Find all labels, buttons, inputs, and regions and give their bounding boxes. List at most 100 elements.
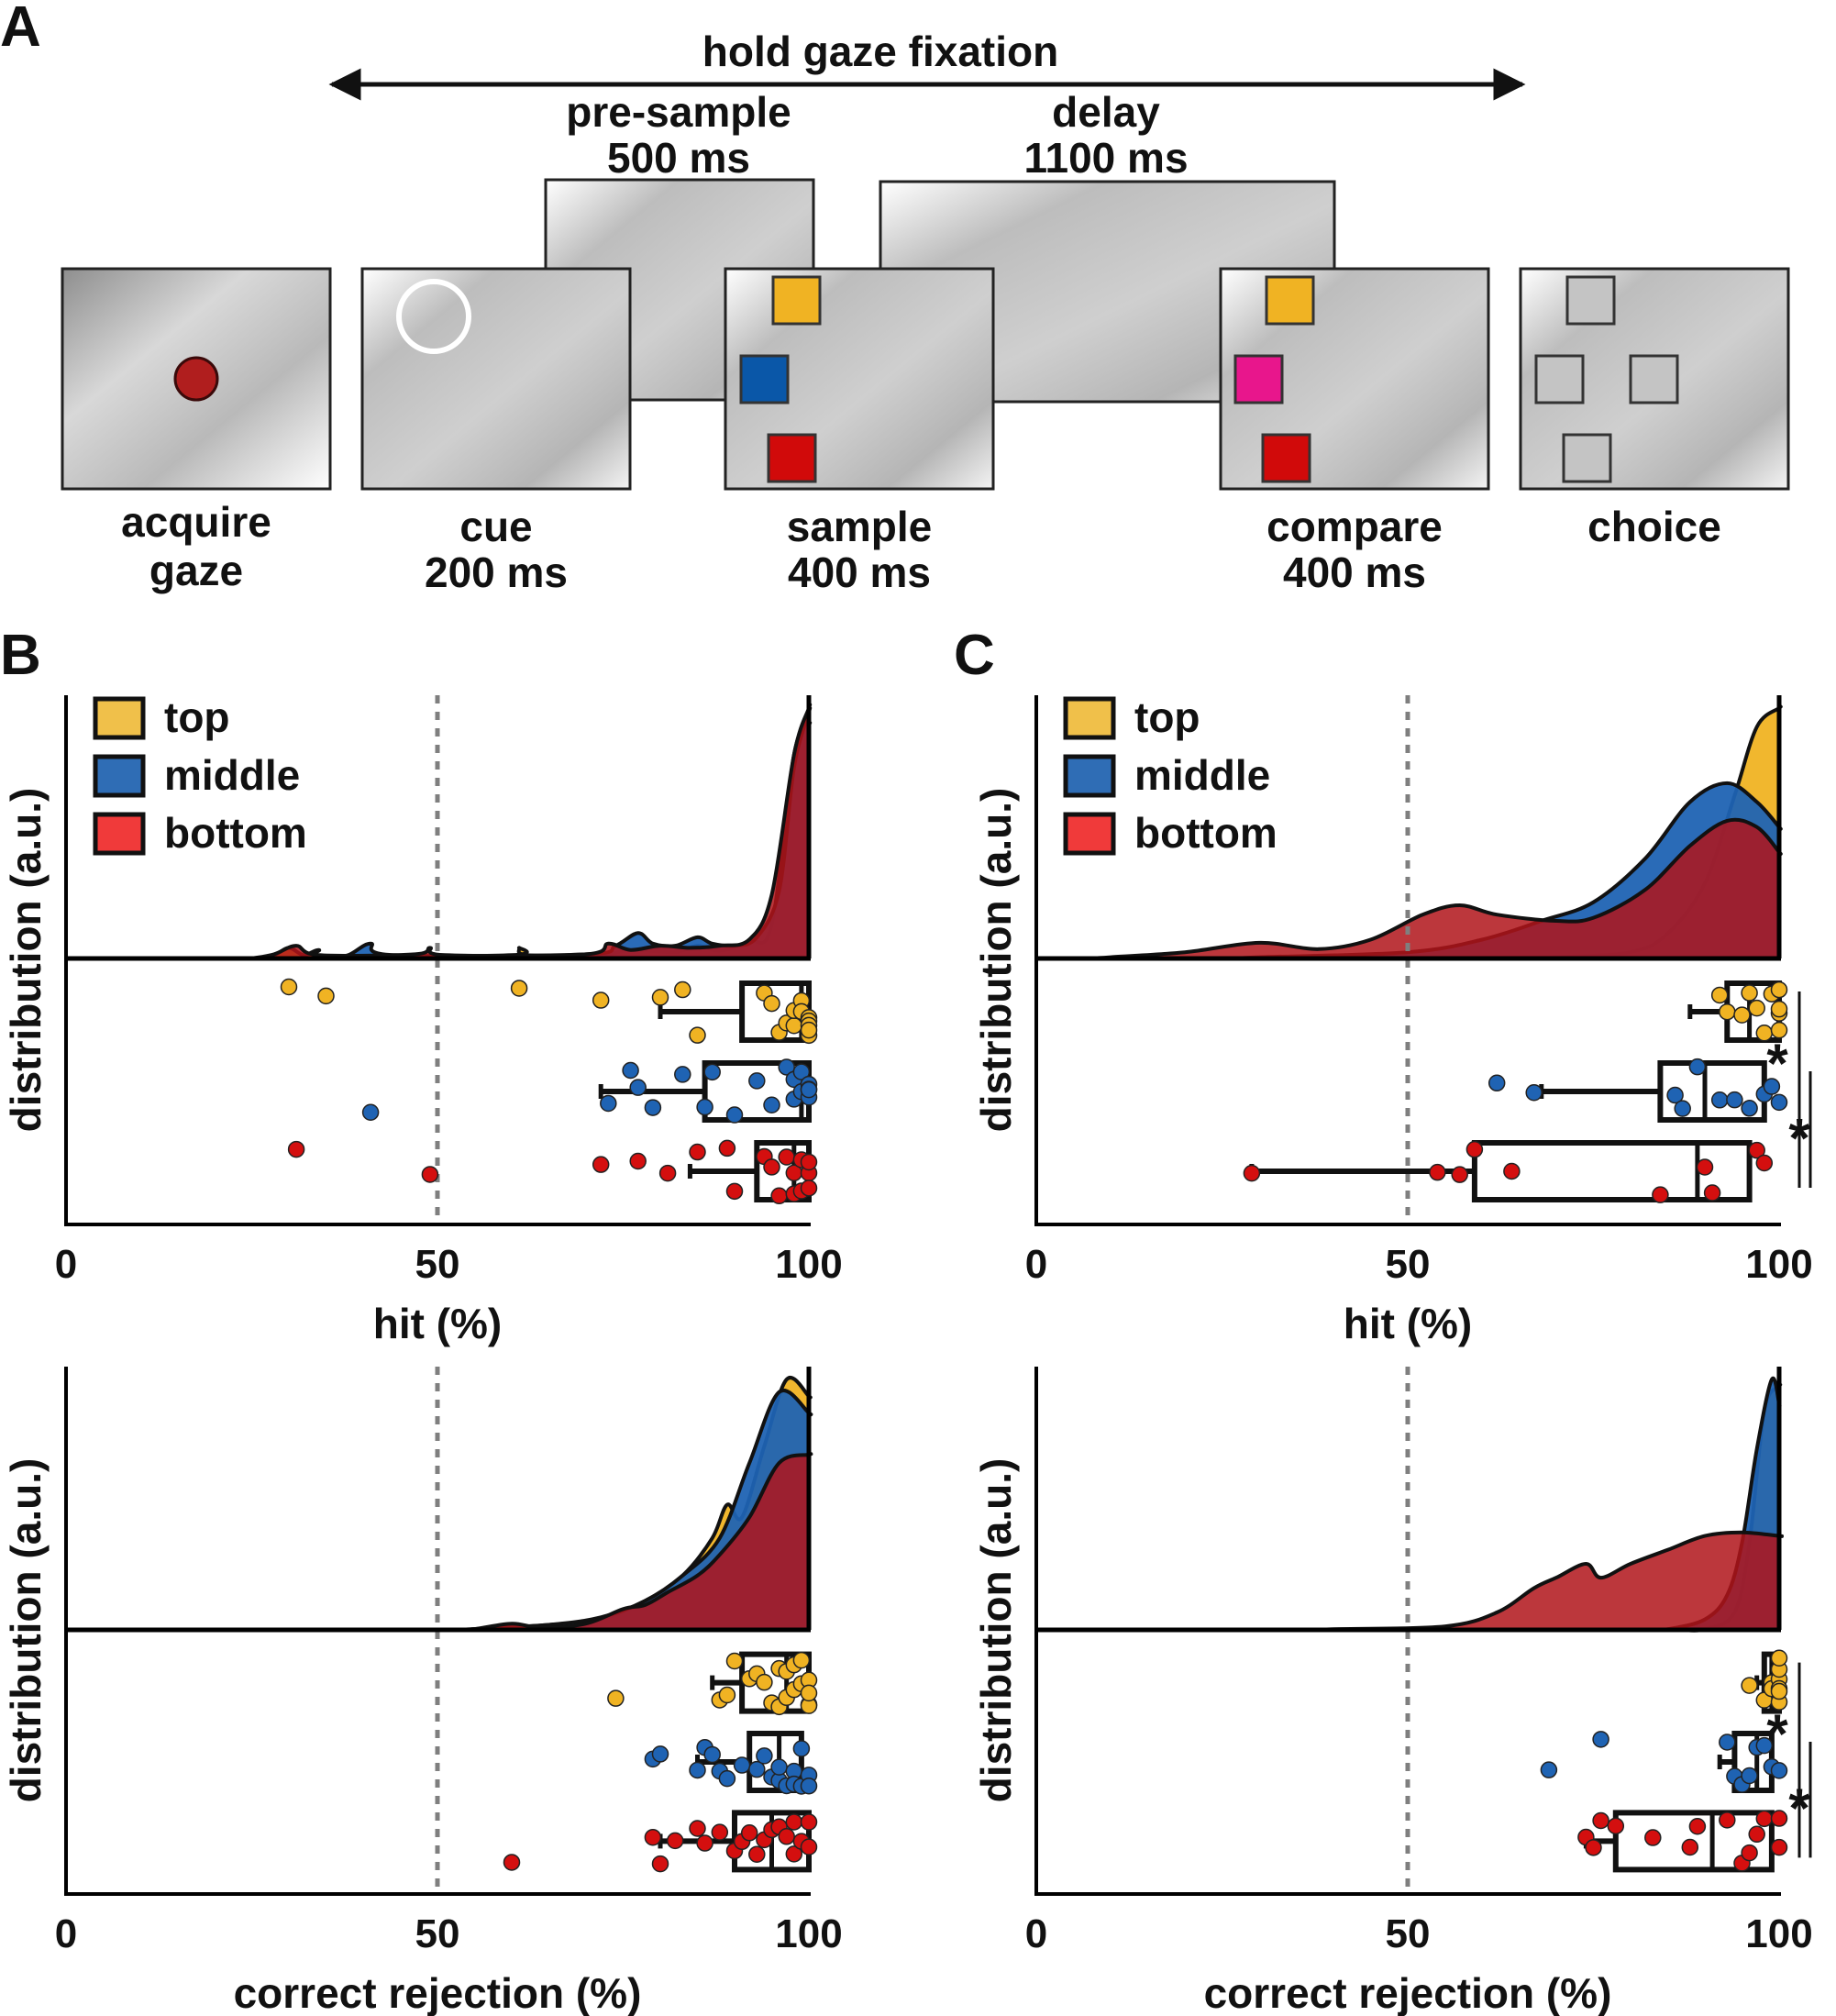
point-middle: [792, 1063, 811, 1080]
legend-swatch-bottom: [1063, 812, 1116, 856]
density-bottom: [64, 1452, 813, 1632]
point-middle: [1719, 1734, 1736, 1751]
point-top: [1770, 980, 1788, 999]
point-top: [1770, 1649, 1788, 1667]
point-top: [785, 1016, 803, 1035]
point-middle: [1540, 1761, 1558, 1778]
point-bottom: [1681, 1838, 1699, 1856]
point-middle: [718, 1769, 736, 1788]
point-middle: [1525, 1084, 1543, 1102]
point-bottom: [1243, 1164, 1261, 1182]
sample-top-square: [771, 275, 822, 326]
point-middle: [748, 1760, 766, 1778]
compare-bottom-square: [1261, 433, 1311, 483]
point-bottom: [1451, 1166, 1468, 1183]
x-tick-label: 0: [1025, 1242, 1047, 1287]
x-tick-label: 100: [1745, 1242, 1812, 1287]
point-top: [800, 1684, 818, 1702]
point-middle: [733, 1756, 751, 1774]
point-middle: [361, 1103, 380, 1122]
point-bottom: [800, 1838, 818, 1855]
point-bottom: [666, 1832, 684, 1850]
sample-label-line1: sample: [787, 503, 933, 550]
cue-label-line1: cue: [459, 503, 532, 550]
acquire-label-line1: acquire: [121, 498, 271, 546]
cue-ring: [396, 279, 471, 354]
x-axis-label: hit (%): [373, 1300, 503, 1347]
compare-label-line2: 400 ms: [1283, 548, 1426, 596]
point-bottom: [1770, 1838, 1788, 1856]
point-top: [1733, 1006, 1751, 1024]
sample-bottom-square: [767, 433, 817, 483]
point-bottom: [1741, 1844, 1758, 1862]
point-middle: [1770, 1093, 1788, 1112]
x-tick-label: 0: [55, 1242, 77, 1287]
compare-top-square: [1265, 275, 1315, 326]
y-axis-label: distribution (a.u.): [972, 788, 1020, 1133]
point-middle: [1666, 1086, 1684, 1104]
presample-label-line2: 500 ms: [607, 134, 750, 182]
point-bottom: [1585, 1839, 1602, 1856]
point-middle: [1488, 1074, 1506, 1092]
point-bottom: [778, 1828, 795, 1845]
point-top: [1710, 986, 1729, 1004]
point-bottom: [644, 1828, 662, 1846]
point-bottom: [763, 1158, 780, 1176]
x-tick-label: 100: [775, 1911, 842, 1956]
point-top: [718, 1686, 736, 1704]
point-bottom: [592, 1156, 610, 1173]
density-bottom: [64, 703, 813, 960]
point-bottom: [785, 1813, 803, 1831]
point-middle: [792, 1740, 811, 1757]
point-bottom: [785, 1845, 803, 1863]
choice-left-square: [1534, 354, 1585, 404]
cue-screen: [360, 267, 632, 491]
point-top: [280, 978, 298, 996]
point-bottom: [711, 1823, 729, 1841]
legend-label-top: top: [164, 693, 230, 741]
y-axis-label: distribution (a.u.): [2, 788, 50, 1133]
point-top: [1741, 1677, 1758, 1694]
point-middle: [1755, 1736, 1774, 1755]
x-axis-label: correct rejection (%): [1204, 1969, 1612, 2016]
point-bottom: [748, 1845, 766, 1863]
x-tick-label: 50: [415, 1242, 460, 1287]
x-tick-label: 50: [1386, 1242, 1431, 1287]
point-bottom: [740, 1824, 758, 1842]
point-middle: [1770, 1762, 1788, 1779]
point-bottom: [1644, 1829, 1662, 1846]
cue-label-line2: 200 ms: [425, 548, 568, 596]
point-bottom: [718, 1139, 736, 1158]
point-middle: [1688, 1058, 1707, 1076]
point-top: [792, 1651, 811, 1669]
point-middle: [1592, 1731, 1609, 1748]
point-bottom: [800, 1813, 818, 1831]
delay-label-line2: 1100 ms: [1023, 134, 1188, 182]
point-bottom: [1703, 1184, 1721, 1202]
choice-bottom-square: [1562, 433, 1612, 483]
point-bottom: [1429, 1163, 1446, 1181]
point-top: [756, 1673, 773, 1691]
y-axis-label: distribution (a.u.): [972, 1458, 1020, 1803]
point-bottom: [1592, 1811, 1609, 1830]
x-tick-label: 100: [1745, 1911, 1812, 1956]
chart-panel-3: 0 50 100 correct rejection (%) distribution …: [2, 1367, 843, 2016]
point-middle: [800, 1080, 818, 1099]
panel-a-task-schematic: A hold gaze fixation pre-sample 500 ms d…: [0, 0, 1790, 596]
point-middle: [1726, 1091, 1743, 1109]
point-middle: [703, 1063, 721, 1081]
point-middle: [1741, 1767, 1758, 1785]
point-top: [1719, 1002, 1736, 1021]
density-bottom: [1034, 817, 1783, 960]
point-bottom: [421, 1166, 439, 1183]
point-bottom: [629, 1152, 647, 1170]
point-bottom: [287, 1140, 305, 1158]
point-bottom: [1696, 1158, 1714, 1176]
legend-label-middle: middle: [164, 751, 300, 799]
point-top: [510, 980, 528, 997]
point-bottom: [689, 1820, 706, 1837]
sample-middle-square: [739, 354, 790, 404]
point-top: [592, 991, 610, 1009]
point-middle: [703, 1745, 721, 1764]
